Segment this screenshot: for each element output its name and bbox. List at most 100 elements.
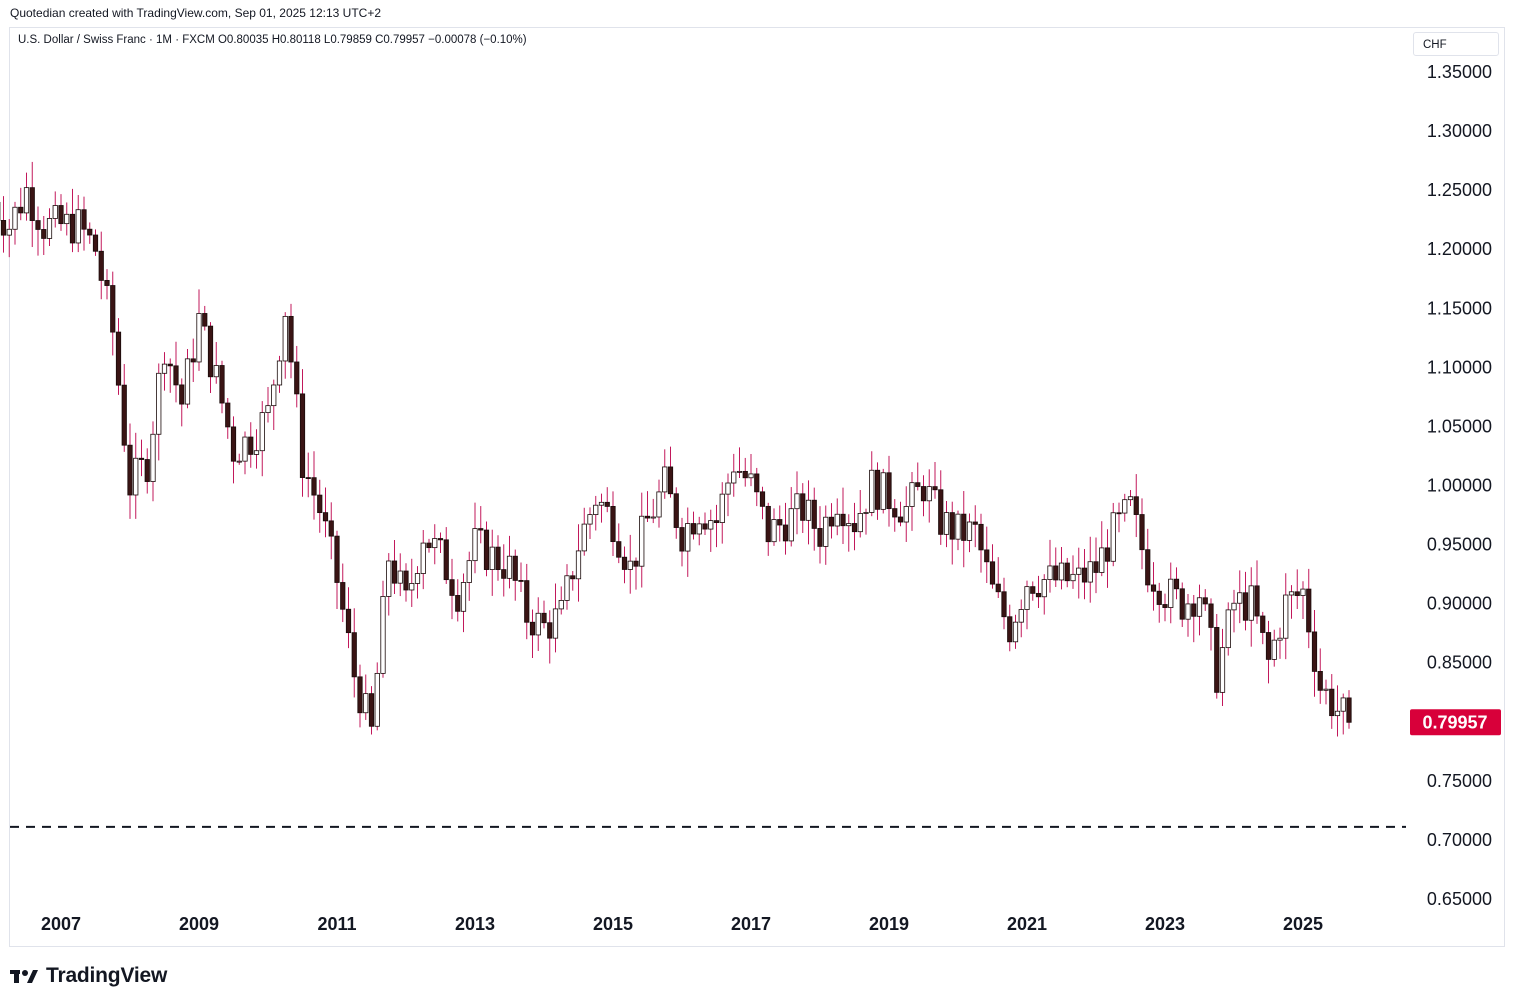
candle-down xyxy=(920,486,927,502)
candle-up xyxy=(794,493,800,510)
candle-up xyxy=(880,472,886,510)
candle-down xyxy=(495,546,501,570)
y-tick-label: 0.70000 xyxy=(1427,830,1492,850)
tradingview-wordmark: TradingView xyxy=(46,964,168,987)
candle-up xyxy=(656,491,662,518)
candle-up xyxy=(414,573,421,584)
candle-up xyxy=(558,600,564,610)
candle-down xyxy=(1145,549,1151,586)
candle-down xyxy=(167,363,173,367)
candle-up xyxy=(265,405,271,414)
candle-up xyxy=(466,560,472,583)
y-tick-label: 1.00000 xyxy=(1427,476,1492,496)
candle-down xyxy=(207,325,214,378)
candle-down xyxy=(69,213,76,244)
candle-up xyxy=(156,372,162,435)
candle-up xyxy=(1087,561,1093,583)
candle-down xyxy=(305,477,311,479)
candle-up xyxy=(1024,586,1030,610)
candle-down xyxy=(886,472,892,510)
candle-down xyxy=(225,402,231,428)
currency-selector[interactable]: CHF xyxy=(1413,32,1499,56)
candle-up xyxy=(432,538,438,549)
candle-down xyxy=(667,466,674,495)
candle-down xyxy=(1191,603,1197,617)
candle-up xyxy=(386,560,392,597)
candle-down xyxy=(1001,591,1007,618)
candle-up xyxy=(259,412,265,452)
candle-down xyxy=(29,187,35,221)
candle-down xyxy=(449,579,455,596)
y-tick-label: 1.35000 xyxy=(1427,62,1492,82)
candle-up xyxy=(1300,588,1306,596)
candle-down xyxy=(219,365,225,404)
candle-up xyxy=(943,512,950,535)
candle-up xyxy=(1047,565,1053,580)
candle-up xyxy=(909,482,915,507)
candle-down xyxy=(1104,547,1111,562)
candle-up xyxy=(242,436,248,462)
candle-up xyxy=(1018,609,1024,623)
candle-down xyxy=(851,523,858,533)
candle-up xyxy=(788,508,794,542)
candle-up xyxy=(75,209,81,244)
y-tick-label: 0.65000 xyxy=(1427,889,1492,909)
candle-down xyxy=(529,621,536,636)
candle-up xyxy=(23,187,30,214)
candle-down xyxy=(58,205,64,225)
candle-up xyxy=(420,542,426,574)
tradingview-logo[interactable]: TradingView xyxy=(10,964,167,988)
candle-down xyxy=(248,436,254,455)
candle-down xyxy=(1306,588,1312,633)
candle-down xyxy=(524,580,530,623)
candle-down xyxy=(874,469,881,510)
candle-down xyxy=(811,499,817,529)
candle-up xyxy=(535,612,541,636)
candle-down xyxy=(443,539,449,581)
candle-up xyxy=(1231,602,1237,611)
last-price-label: 0.79957 xyxy=(1422,712,1487,732)
candle-down xyxy=(1173,578,1180,590)
y-tick-label: 1.25000 xyxy=(1427,180,1492,200)
candle-up xyxy=(282,315,288,362)
candle-down xyxy=(190,358,196,363)
candle-up xyxy=(1340,697,1346,712)
candle-up xyxy=(593,504,599,516)
candle-down xyxy=(633,560,639,567)
candle-up xyxy=(1168,578,1174,608)
candle-down xyxy=(1202,597,1208,605)
y-tick-label: 0.90000 xyxy=(1427,594,1492,614)
candle-down xyxy=(1254,585,1260,617)
candle-down xyxy=(351,632,357,678)
candle-up xyxy=(1323,688,1329,691)
candle-up xyxy=(271,384,277,407)
candle-up xyxy=(472,528,478,562)
candle-down xyxy=(817,528,823,547)
candle-up xyxy=(662,466,668,493)
chart-caption: Quotedian created with TradingView.com, … xyxy=(10,6,382,20)
chart-panel[interactable] xyxy=(9,27,1505,947)
candle-down xyxy=(334,535,340,583)
candle-down xyxy=(1208,603,1214,628)
candle-down xyxy=(1150,584,1157,592)
y-tick-label: 1.05000 xyxy=(1427,416,1492,436)
candle-up xyxy=(834,513,840,527)
candle-down xyxy=(41,229,47,239)
candle-down xyxy=(673,493,679,528)
y-tick-label: 1.10000 xyxy=(1427,357,1492,377)
candle-down xyxy=(345,608,352,634)
candle-up xyxy=(823,516,829,547)
candle-down xyxy=(1133,496,1139,515)
candle-up xyxy=(46,218,53,239)
candle-up xyxy=(1283,594,1289,639)
candle-up xyxy=(52,205,58,219)
candle-up xyxy=(805,499,812,521)
candle-up xyxy=(587,514,593,525)
candle-up xyxy=(771,519,777,543)
candle-up xyxy=(1277,637,1283,641)
candle-down xyxy=(81,209,87,230)
candle-up xyxy=(627,560,633,570)
candle-up xyxy=(460,582,467,612)
candle-down xyxy=(897,516,904,523)
